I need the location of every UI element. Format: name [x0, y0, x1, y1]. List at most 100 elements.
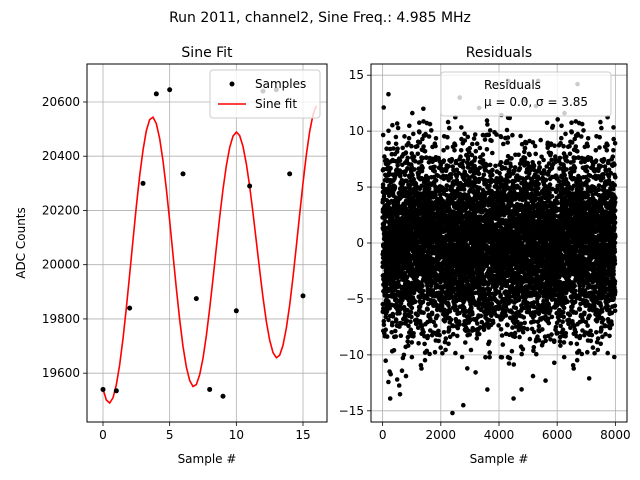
sine-fit-title: Sine Fit [181, 45, 233, 61]
residual-point [445, 119, 451, 125]
sample-point [220, 393, 226, 399]
residual-point [399, 321, 404, 326]
residual-point [409, 151, 415, 156]
residual-point [410, 110, 415, 116]
residual-point [518, 321, 524, 327]
residual-point [480, 152, 486, 157]
samples-legend-marker [229, 81, 235, 87]
residual-point [421, 310, 426, 316]
residual-point [436, 338, 441, 344]
residual-point [487, 339, 492, 345]
residual-point [487, 350, 493, 355]
residual-point [457, 322, 462, 327]
residual-point [395, 163, 401, 168]
residual-point [417, 130, 422, 135]
residual-point [421, 329, 426, 335]
residual-point [476, 331, 482, 337]
residual-point [437, 332, 442, 338]
residual-point [446, 125, 452, 131]
residual-point [522, 320, 527, 326]
sample-point [127, 305, 133, 311]
residual-point [452, 143, 458, 148]
residual-point [446, 327, 452, 333]
residual-point [459, 125, 464, 130]
residual-point [481, 327, 487, 333]
residual-point [417, 120, 422, 125]
residual-point [435, 313, 440, 319]
residual-point [399, 368, 405, 374]
residual-point [462, 138, 468, 143]
residual-point [416, 341, 421, 346]
sample-point [300, 293, 306, 299]
residual-point [473, 148, 479, 154]
residual-point [397, 158, 403, 163]
residual-point [443, 336, 449, 341]
residual-point [405, 334, 411, 340]
residual-point [517, 166, 523, 171]
residual-point [392, 184, 398, 189]
residual-point [506, 179, 511, 184]
residual-point [486, 132, 492, 138]
residual-point [519, 387, 524, 392]
sine-fit-x-tick-label: 10 [229, 428, 244, 442]
residual-point [397, 311, 402, 316]
residual-point [411, 131, 416, 137]
residual-point [520, 329, 526, 335]
residual-point [468, 347, 474, 353]
residual-point [391, 146, 396, 151]
residual-point [521, 315, 527, 320]
residual-point [395, 146, 400, 151]
residuals-x-tick-label: 8000 [600, 428, 631, 442]
residuals-y-tick-label: −10 [339, 348, 364, 362]
residual-point [484, 147, 490, 152]
residual-point [498, 160, 504, 165]
residual-point [485, 122, 490, 127]
residual-point [441, 330, 447, 335]
residual-point [382, 154, 387, 159]
residual-point [433, 323, 438, 328]
residual-point [487, 128, 493, 133]
residual-point [405, 155, 411, 161]
residual-point [393, 134, 399, 140]
residual-point [472, 132, 478, 137]
residual-point [384, 157, 390, 163]
residual-point [403, 373, 409, 379]
residual-point [490, 172, 495, 178]
residual-points [380, 78, 618, 416]
residual-point [438, 345, 444, 350]
residual-point [411, 331, 416, 336]
residual-point [516, 152, 521, 158]
residual-point [429, 128, 434, 133]
sample-point [193, 296, 199, 302]
residual-point [519, 351, 524, 357]
residual-point [386, 140, 391, 146]
residual-point [427, 351, 432, 357]
residual-point [408, 310, 414, 315]
sample-point [233, 308, 239, 314]
residual-point [406, 135, 412, 141]
residual-point [410, 172, 415, 178]
residual-point [386, 317, 391, 323]
residual-point [467, 145, 473, 151]
residual-point [405, 343, 411, 348]
residual-point [425, 307, 431, 312]
residual-point [446, 164, 451, 169]
residual-point [463, 340, 468, 345]
residual-point [408, 319, 413, 325]
residual-point [409, 143, 414, 149]
residual-point [513, 305, 519, 311]
residual-point [498, 327, 504, 332]
residuals-y-tick-label: −5 [346, 292, 364, 306]
residual-point [500, 342, 506, 347]
residual-point [499, 355, 505, 360]
residual-point [394, 319, 399, 324]
sample-point [153, 91, 159, 97]
residual-point [520, 346, 526, 352]
residual-point [458, 148, 464, 153]
residual-point [493, 163, 498, 169]
residual-point [403, 202, 408, 207]
sine-fit-plot-frame [86, 63, 328, 423]
